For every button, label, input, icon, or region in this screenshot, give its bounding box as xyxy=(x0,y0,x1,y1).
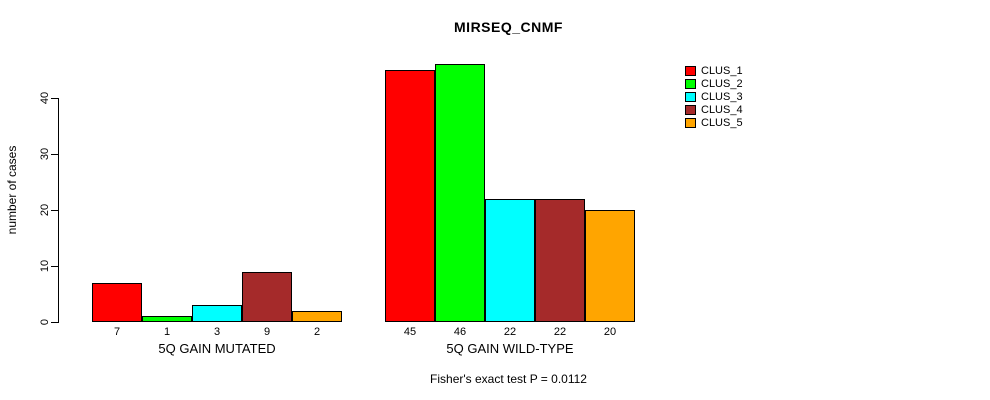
bar-CLUS_5 xyxy=(585,210,635,322)
bar-CLUS_3 xyxy=(192,305,242,322)
bar-value-label: 2 xyxy=(313,326,321,338)
y-tick-mark xyxy=(51,322,58,323)
annotation-text: Fisher's exact test P = 0.0112 xyxy=(430,372,587,386)
bar-value-label: 3 xyxy=(213,326,221,338)
y-tick-mark xyxy=(51,98,58,99)
legend-swatch-CLUS_5 xyxy=(685,118,696,128)
bar-CLUS_4 xyxy=(535,199,585,322)
bar-CLUS_5 xyxy=(292,311,342,322)
legend-label-CLUS_2: CLUS_2 xyxy=(701,78,743,90)
y-tick-mark xyxy=(51,154,58,155)
bar-value-label: 9 xyxy=(263,326,271,338)
bar-value-label: 45 xyxy=(403,326,417,338)
legend-label-CLUS_3: CLUS_3 xyxy=(701,91,743,103)
legend-label-CLUS_5: CLUS_5 xyxy=(701,117,743,129)
legend-swatch-CLUS_1 xyxy=(685,66,696,76)
bar-CLUS_3 xyxy=(485,199,535,322)
bar-value-label: 46 xyxy=(453,326,467,338)
chart-title: MIRSEQ_CNMF xyxy=(454,19,563,35)
y-tick-label: 10 xyxy=(39,259,51,273)
bar-value-label: 20 xyxy=(603,326,617,338)
y-tick-label: 40 xyxy=(39,91,51,105)
y-tick-label: 20 xyxy=(39,203,51,217)
legend-label-CLUS_1: CLUS_1 xyxy=(701,65,743,77)
legend-label-CLUS_4: CLUS_4 xyxy=(701,104,743,116)
bar-CLUS_1 xyxy=(92,283,142,322)
bar-CLUS_2 xyxy=(142,316,192,322)
bar-CLUS_1 xyxy=(385,70,435,322)
bar-CLUS_2 xyxy=(435,64,485,322)
y-axis-label: number of cases xyxy=(5,145,19,235)
category-label: 5Q GAIN MUTATED xyxy=(158,341,276,356)
bar-value-label: 7 xyxy=(113,326,121,338)
legend-swatch-CLUS_4 xyxy=(685,105,696,115)
category-label: 5Q GAIN WILD-TYPE xyxy=(446,341,574,356)
legend-swatch-CLUS_2 xyxy=(685,79,696,89)
y-tick-label: 0 xyxy=(39,318,51,326)
y-axis-line xyxy=(58,98,59,323)
y-tick-mark xyxy=(51,266,58,267)
y-tick-label: 30 xyxy=(39,147,51,161)
bar-value-label: 1 xyxy=(163,326,171,338)
bar-value-label: 22 xyxy=(503,326,517,338)
bar-value-label: 22 xyxy=(553,326,567,338)
legend-swatch-CLUS_3 xyxy=(685,92,696,102)
bar-CLUS_4 xyxy=(242,272,292,322)
y-tick-mark xyxy=(51,210,58,211)
